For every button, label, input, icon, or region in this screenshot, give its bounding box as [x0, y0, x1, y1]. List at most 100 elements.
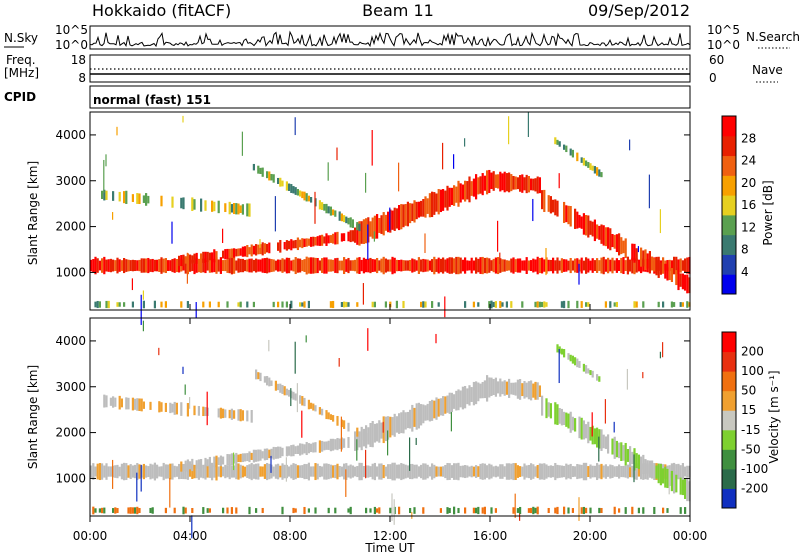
backscatter-cell [600, 507, 603, 514]
backscatter-cell [184, 256, 187, 264]
backscatter-cell [642, 301, 645, 308]
noise-cell [668, 468, 670, 495]
backscatter-cell [472, 260, 475, 271]
power-colorbar-label: Power [dB] [761, 180, 775, 245]
backscatter-cell [217, 301, 220, 308]
backscatter-cell [591, 258, 594, 273]
backscatter-cell [574, 208, 577, 229]
backscatter-cell [490, 260, 493, 271]
backscatter-cell [681, 479, 684, 496]
backscatter-cell [180, 197, 183, 209]
backscatter-cell [349, 464, 352, 479]
backscatter-cell [307, 508, 310, 513]
backscatter-cell [532, 178, 535, 191]
backscatter-cell [151, 464, 154, 479]
backscatter-cell [255, 258, 258, 273]
backscatter-cell [387, 211, 390, 233]
backscatter-cell [228, 257, 231, 274]
noise-cell [116, 126, 118, 136]
colorbar-tick-label: 50 [741, 384, 756, 398]
backscatter-cell [321, 408, 324, 416]
backscatter-cell [373, 259, 376, 272]
backscatter-cell [446, 185, 449, 211]
backscatter-cell [347, 231, 350, 242]
backscatter-cell [307, 462, 310, 481]
backscatter-cell [120, 463, 123, 480]
backscatter-cell [246, 259, 249, 272]
backscatter-cell [164, 507, 167, 514]
backscatter-cell [228, 454, 231, 466]
backscatter-cell [294, 187, 297, 195]
backscatter-cell [554, 402, 557, 425]
backscatter-cell [208, 258, 211, 273]
backscatter-cell [455, 390, 458, 411]
backscatter-cell [189, 259, 192, 272]
backscatter-cell [277, 463, 280, 480]
backscatter-cell [391, 417, 394, 436]
backscatter-cell [479, 257, 482, 274]
backscatter-cell [292, 240, 295, 249]
backscatter-cell [204, 258, 207, 274]
backscatter-cell [384, 416, 387, 442]
backscatter-cell [241, 258, 244, 273]
backscatter-cell [530, 178, 533, 191]
noise-cell [519, 513, 521, 521]
backscatter-cell [279, 177, 282, 187]
backscatter-cell [261, 507, 264, 514]
backscatter-cell [217, 466, 220, 477]
backscatter-cell [299, 302, 302, 307]
backscatter-cell [340, 233, 343, 242]
backscatter-cell [140, 258, 143, 273]
noise-cell [365, 449, 367, 479]
noise-cell [514, 493, 516, 518]
backscatter-cell [90, 465, 93, 478]
backscatter-cell [618, 233, 621, 256]
backscatter-cell [483, 257, 486, 274]
noise-cell [453, 154, 455, 169]
time-tick-label: 00:00 [673, 529, 708, 543]
backscatter-cell [426, 259, 429, 272]
backscatter-cell [226, 301, 229, 308]
backscatter-cell [204, 200, 207, 211]
backscatter-cell [272, 466, 275, 477]
backscatter-cell [343, 438, 346, 448]
backscatter-cell [646, 253, 649, 269]
noise-cell [648, 174, 650, 209]
backscatter-cell [169, 463, 172, 480]
backscatter-cell [114, 507, 117, 514]
backscatter-cell [494, 465, 497, 478]
backscatter-cell [481, 256, 484, 275]
backscatter-cell [327, 235, 330, 244]
backscatter-cell [299, 239, 302, 248]
backscatter-cell [552, 199, 555, 213]
backscatter-cell [459, 257, 462, 274]
backscatter-cell [505, 301, 508, 308]
backscatter-cell [103, 394, 106, 408]
backscatter-cell [435, 466, 438, 477]
backscatter-cell [164, 258, 167, 274]
backscatter-cell [527, 464, 530, 479]
backscatter-cell [582, 157, 585, 166]
backscatter-cell [615, 440, 618, 458]
backscatter-cell [453, 463, 456, 480]
backscatter-cell [138, 508, 141, 513]
backscatter-cell [538, 385, 541, 398]
backscatter-cell [453, 185, 456, 206]
backscatter-cell [642, 250, 645, 267]
backscatter-cell [615, 466, 618, 477]
backscatter-cell [602, 465, 605, 478]
backscatter-cell [123, 191, 126, 204]
backscatter-cell [477, 382, 480, 402]
noise-cell [450, 412, 452, 432]
backscatter-cell [248, 464, 251, 479]
backscatter-cell [508, 463, 511, 480]
backscatter-cell [402, 410, 405, 434]
backscatter-cell [611, 234, 614, 248]
backscatter-cell [686, 274, 689, 294]
colorbar-segment [722, 135, 736, 157]
backscatter-cell [620, 442, 623, 461]
backscatter-cell [521, 174, 524, 193]
backscatter-cell [310, 197, 313, 203]
backscatter-cell [591, 465, 594, 478]
backscatter-cell [211, 258, 214, 273]
